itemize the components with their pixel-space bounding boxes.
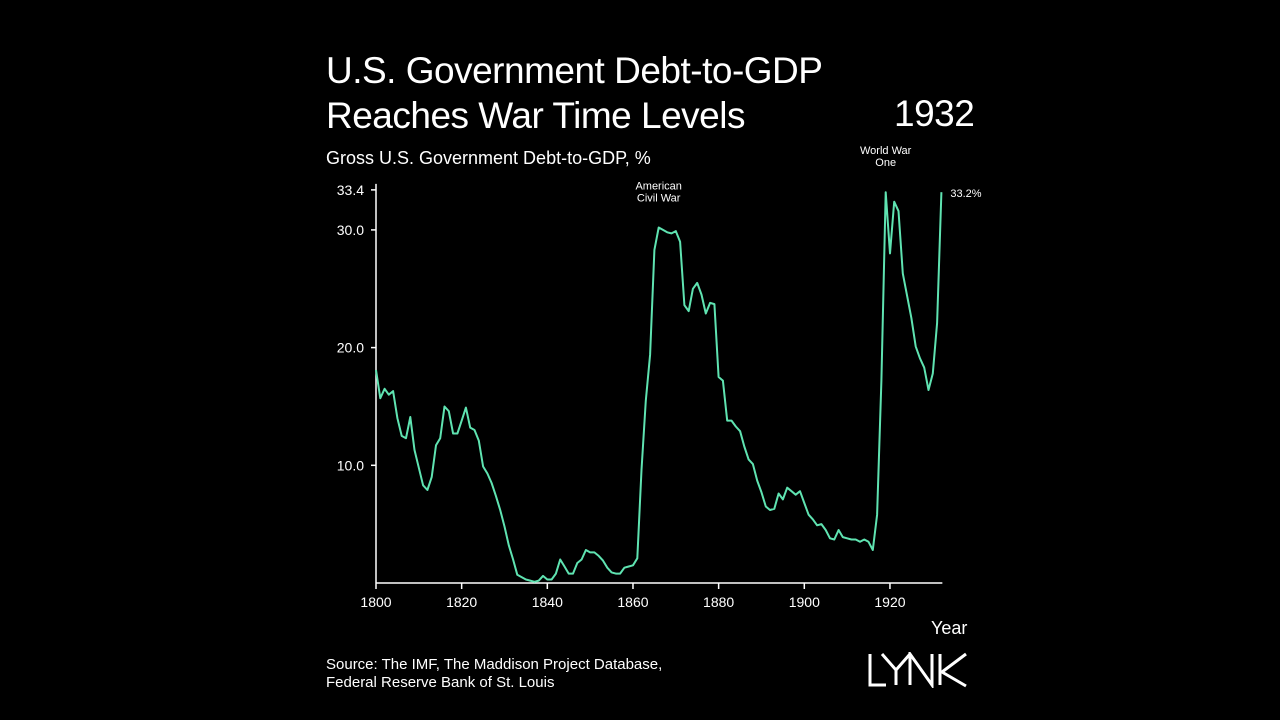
end-value-label: 33.2% bbox=[950, 188, 981, 200]
x-tick-label: 1820 bbox=[446, 594, 477, 610]
y-tick-label: 10.0 bbox=[337, 457, 364, 473]
source-note: Source: The IMF, The Maddison Project Da… bbox=[326, 656, 662, 692]
annotation-label: American bbox=[635, 181, 681, 193]
x-axis-label: Year bbox=[931, 618, 968, 638]
title-line-1: U.S. Government Debt-to-GDP bbox=[326, 50, 823, 91]
x-tick-label: 1860 bbox=[617, 594, 648, 610]
source-line-1: Source: The IMF, The Maddison Project Da… bbox=[326, 656, 663, 673]
x-tick-label: 1920 bbox=[874, 594, 905, 610]
y-tick-label: 30.0 bbox=[337, 222, 364, 238]
title-line-2: Reaches War Time Levels bbox=[326, 95, 745, 136]
source-line-2: Federal Reserve Bank of St. Louis bbox=[326, 674, 555, 691]
chart-title: U.S. Government Debt-to-GDP Reaches War … bbox=[326, 48, 823, 138]
x-tick-label: 1800 bbox=[360, 594, 391, 610]
chart-subtitle: Gross U.S. Government Debt-to-GDP, % bbox=[326, 148, 651, 168]
y-tick-label: 20.0 bbox=[337, 340, 364, 356]
current-year: 1932 bbox=[894, 93, 975, 134]
annotation-label: World War bbox=[860, 145, 912, 157]
annotation-label: Civil War bbox=[637, 193, 681, 205]
annotation-label: One bbox=[875, 157, 896, 169]
x-tick-label: 1900 bbox=[789, 594, 820, 610]
debt-to-gdp-line bbox=[375, 191, 943, 583]
x-tick-label: 1880 bbox=[703, 594, 734, 610]
x-tick-label: 1840 bbox=[532, 594, 563, 610]
lynk-logo bbox=[868, 652, 967, 688]
y-tick-label: 33.4 bbox=[337, 182, 364, 198]
